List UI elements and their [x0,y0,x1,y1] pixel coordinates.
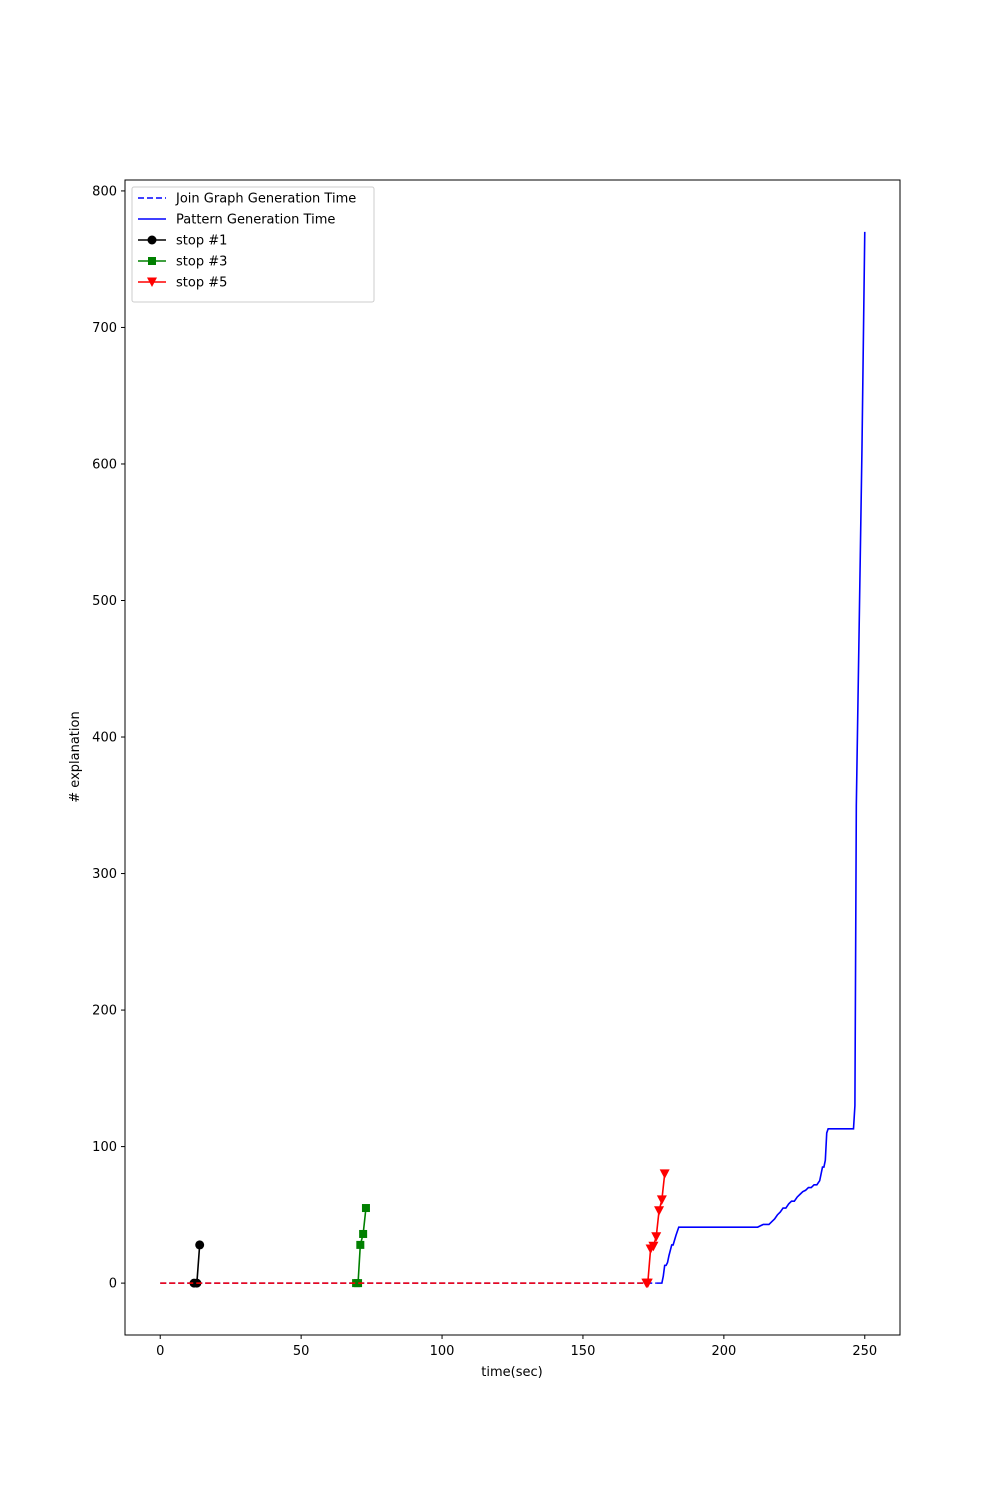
x-tick-label: 100 [430,1344,455,1359]
y-tick-label: 100 [92,1140,117,1155]
y-tick-label: 700 [92,321,117,336]
data-point [356,1240,365,1249]
legend-box [131,186,375,303]
data-point [361,1204,370,1213]
legend-label: stop #1 [176,234,227,249]
legend-item-stop-3: stop #3 [138,255,227,270]
legend-marker [148,257,156,265]
y-tick-label: 0 [109,1277,117,1292]
x-tick-label: 250 [852,1344,877,1359]
x-tick-label: 200 [711,1344,736,1359]
pattern-generation-time-series [656,231,866,1284]
legend-item-join-graph-generation-time: Join Graph Generation Time [138,192,356,207]
y-axis-label: # explanation [68,711,83,802]
data-point [359,1229,368,1238]
legend-item-stop-1: stop #1 [138,234,227,249]
x-tick-label: 0 [156,1344,164,1359]
legend-marker [147,235,157,245]
data-point [651,1232,662,1242]
legend-marker [147,277,157,287]
data-point [654,1206,665,1216]
legend-item-pattern-generation-time: Pattern Generation Time [138,213,335,228]
legend-label: Pattern Generation Time [176,213,335,228]
legend-item-stop-5: stop #5 [138,276,227,291]
y-tick-label: 300 [92,867,117,882]
data-point [642,1278,653,1289]
legend-label: stop #3 [176,255,227,270]
x-tick-label: 50 [293,1344,310,1359]
series-line [656,231,866,1284]
y-axis-ticks: 0 100 200 300 400 500 600 700 800 [92,184,125,1292]
y-tick-label: 500 [92,594,117,609]
series-layer [160,231,866,1289]
x-axis-label: time(sec) [481,1365,542,1380]
stop-3-series [352,1204,370,1288]
y-tick-label: 800 [92,184,117,199]
data-point [354,1279,363,1288]
legend: Join Graph Generation Time Pattern Genera… [131,186,375,303]
y-tick-label: 200 [92,1004,117,1019]
data-point [656,1195,667,1205]
data-point [659,1169,670,1179]
legend-label: Join Graph Generation Time [175,192,356,207]
data-point [648,1241,659,1252]
plot-frame [124,179,901,1336]
legend-label: stop #5 [176,276,227,291]
data-point [195,1240,205,1250]
y-tick-label: 600 [92,457,117,472]
y-tick-label: 400 [92,731,117,746]
stop-5-series [641,1169,670,1289]
x-tick-label: 150 [571,1344,596,1359]
x-axis-ticks: 0 50 100 150 200 250 [156,1335,877,1359]
plot-area [125,180,900,1335]
